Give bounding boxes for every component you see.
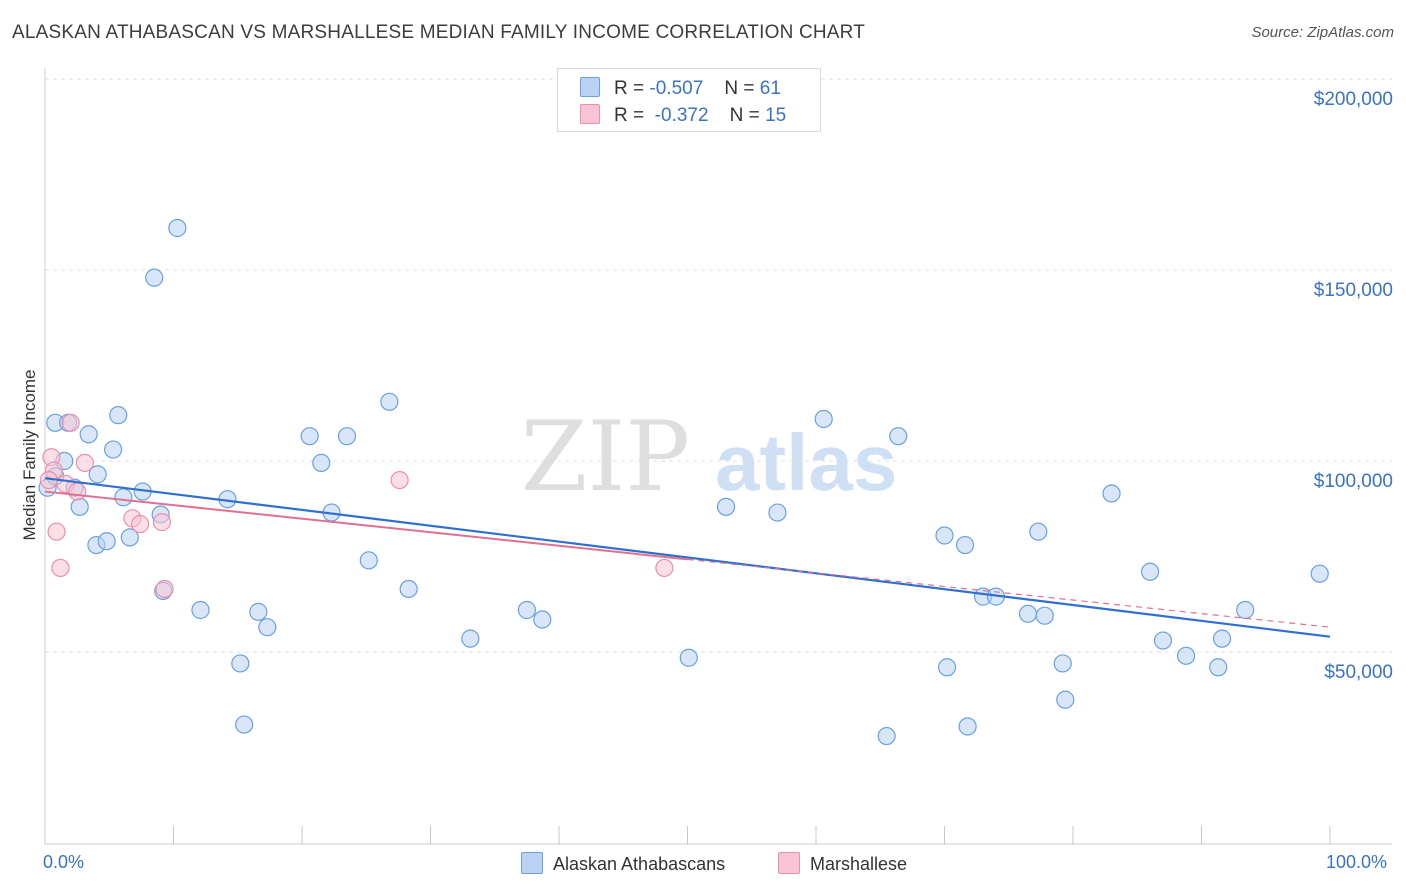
y-tick-label: $50,000 (1324, 662, 1393, 683)
athabascan-point (300, 427, 319, 446)
marshallese-point (51, 558, 70, 578)
correlation-legend: R = -0.507 N = 61 R = -0.372 N = 15 (557, 68, 821, 132)
legend-row-athabascan: R = -0.507 N = 61 (580, 77, 781, 99)
marshallese-point (155, 579, 174, 599)
athabascan-point (889, 427, 908, 446)
athabascan-point (935, 526, 954, 545)
athabascan-point (97, 532, 116, 551)
athabascan-point (235, 715, 254, 734)
athabascan-point (679, 648, 698, 667)
marshallese-point (47, 522, 66, 541)
athabascan-point (88, 465, 107, 484)
chart-title: ALASKAN ATHABASCAN VS MARSHALLESE MEDIAN… (12, 22, 866, 43)
athabascan-point (70, 497, 89, 516)
athabascan-point (337, 427, 357, 446)
legend-n-value: 61 (759, 78, 781, 99)
athabascan-point (955, 535, 975, 555)
watermark: ZIP atlas (521, 401, 898, 513)
athabascan-point (1153, 631, 1173, 650)
athabascan-point (768, 503, 787, 522)
x-tick-left: 0.0% (43, 852, 85, 872)
athabascan-point (517, 600, 536, 620)
athabascan-point (1029, 522, 1048, 541)
athabascan-point (114, 488, 133, 507)
watermark-zip: ZIP (521, 401, 690, 513)
athabascan-point (258, 618, 277, 637)
athabascan-point (1212, 629, 1232, 648)
athabascan-point (145, 268, 164, 287)
athabascan-point (312, 453, 331, 473)
legend-swatch-blue (580, 77, 600, 97)
athabascan-point (380, 392, 399, 411)
athabascan-trend-line (44, 477, 1331, 638)
athabascan-point (937, 658, 957, 677)
athabascan-point (249, 602, 268, 621)
athabascan-point (191, 600, 210, 620)
athabascan-point (461, 629, 480, 648)
legend-r-value: -0.507 (649, 78, 704, 99)
athabascan-point (1209, 658, 1228, 677)
legend-swatch-pink (778, 852, 800, 874)
legend-n-value: 15 (765, 105, 787, 126)
athabascan-point (399, 579, 418, 599)
athabascan-point (168, 218, 187, 238)
marshallese-point (68, 482, 87, 501)
athabascan-point (1053, 654, 1072, 673)
athabascan-point (1310, 564, 1329, 583)
athabascan-point (716, 497, 736, 516)
athabascan-point (1056, 690, 1075, 709)
legend-r-value: -0.372 (654, 105, 709, 126)
marshallese-trend-line (44, 490, 688, 561)
y-tick-label: $150,000 (1313, 280, 1393, 301)
athabascan-point (1236, 600, 1255, 620)
x-tick-right: 100.0% (1326, 852, 1388, 872)
trend-lines (44, 477, 1331, 638)
athabascan-point (958, 717, 977, 736)
athabascan-point (877, 726, 896, 746)
athabascan-point (109, 406, 128, 425)
marshallese-point (130, 514, 150, 534)
athabascan-point (104, 440, 123, 459)
marshallese-trend-extension (687, 558, 1331, 628)
athabascan-point (120, 528, 139, 547)
athabascan-point (814, 409, 833, 429)
legend-swatch-blue (521, 852, 543, 874)
athabascan-point (1018, 604, 1038, 623)
athabascan-point (1035, 606, 1054, 625)
athabascan-point (231, 654, 250, 673)
watermark-atlas: atlas (715, 418, 897, 507)
athabascan-point (79, 425, 98, 444)
y-tick-label: $100,000 (1313, 471, 1393, 492)
bottom-legend-marshallese: Marshallese (778, 852, 907, 875)
athabascan-point (359, 551, 378, 570)
legend-row-marshallese: R = -0.372 N = 15 (580, 104, 786, 126)
athabascan-point (1140, 562, 1160, 581)
marshallese-point (390, 471, 409, 490)
athabascan-point (1102, 484, 1121, 503)
bottom-legend-athabascan: Alaskan Athabascans (521, 852, 725, 875)
y-tick-label: $200,000 (1313, 89, 1393, 110)
athabascan-point (1176, 646, 1196, 665)
marshallese-point (152, 513, 172, 532)
marshallese-point (655, 558, 674, 578)
legend-swatch-pink (580, 104, 600, 124)
chart-source: Source: ZipAtlas.com (1251, 24, 1394, 41)
athabascan-point (533, 610, 552, 629)
marshallese-point (75, 453, 94, 473)
marshallese-point (61, 413, 80, 432)
gridlines (45, 78, 1392, 653)
